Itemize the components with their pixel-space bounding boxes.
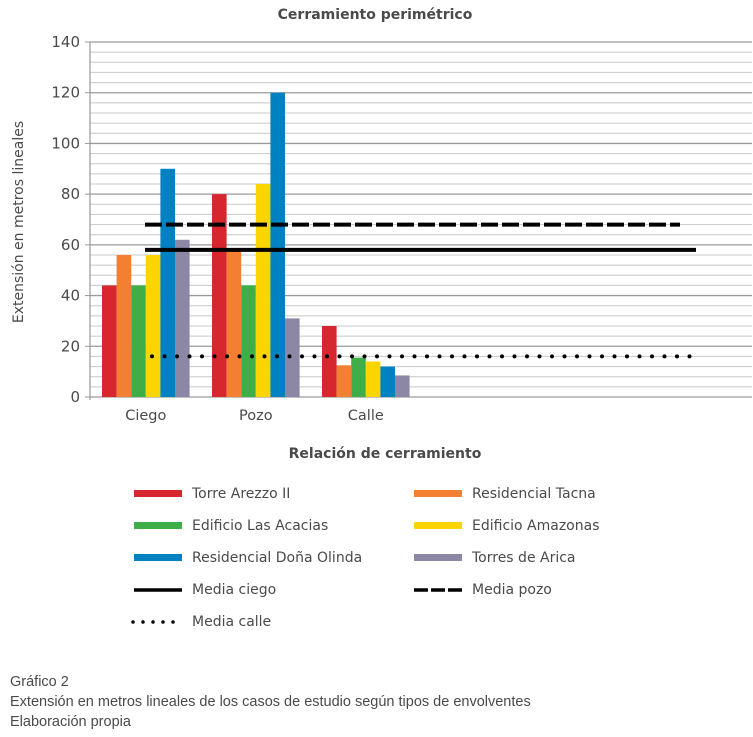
bar-pozo-3 <box>241 285 256 397</box>
legend-swatch <box>414 522 462 529</box>
bar-ciego-3 <box>131 285 146 397</box>
legend-swatch <box>134 554 182 561</box>
bar-ciego-6 <box>175 239 190 397</box>
legend-item: Torre Arezzo II <box>130 484 290 504</box>
legend-color-swatch <box>414 522 462 529</box>
y-tick-label: 100 <box>51 134 80 152</box>
legend-item: Media ciego <box>130 580 276 600</box>
bar-pozo-5 <box>270 92 285 397</box>
legend-item: Edificio Amazonas <box>410 516 600 536</box>
bar-ciego-4 <box>145 255 161 397</box>
y-tick-label: 140 <box>51 33 80 51</box>
legend-label: Media calle <box>192 614 272 630</box>
bars <box>102 92 410 397</box>
bar-chart: Cerramiento perimétrico 0 20 40 60 80 100 120 1… <box>11 7 752 462</box>
y-tick-label: 20 <box>61 337 80 355</box>
figure-source: Elaboración propia <box>10 714 131 730</box>
legend-swatch <box>134 522 182 529</box>
bar-ciego-2 <box>116 255 132 397</box>
bar-calle-4 <box>365 361 381 397</box>
legend-color-swatch <box>134 522 182 529</box>
legend-swatch <box>134 588 182 592</box>
legend-item: Media pozo <box>410 580 552 600</box>
legend-label: Edificio Las Acacias <box>192 518 329 534</box>
legend-label: Media pozo <box>472 582 552 598</box>
x-axis-ticks: Ciego Pozo Calle <box>125 408 384 424</box>
x-tick-label: Calle <box>348 408 384 424</box>
bar-pozo-1 <box>212 194 227 397</box>
legend-item: Torres de Arica <box>410 548 576 568</box>
bar-calle-5 <box>380 366 395 397</box>
bar-pozo-6 <box>285 318 300 397</box>
y-tick-label: 0 <box>70 388 80 406</box>
y-axis-label: Extensión en metros lineales <box>11 121 27 323</box>
x-axis-label: Relación de cerramiento <box>289 446 482 462</box>
legend-label: Media ciego <box>192 582 277 598</box>
figure-description: Extensión en metros lineales de los caso… <box>10 694 531 710</box>
bar-ciego-5 <box>160 168 175 397</box>
legend-item: Residencial Doña Olinda <box>130 548 362 568</box>
chart-title: Cerramiento perimétrico <box>278 7 473 23</box>
figure-label: Gráfico 2 <box>10 674 69 690</box>
legend-label: Torres de Arica <box>472 550 576 566</box>
x-tick-label: Pozo <box>239 408 273 424</box>
legend-swatch <box>414 490 462 497</box>
legend-label: Torre Arezzo II <box>192 486 291 502</box>
legend-item: Edificio Las Acacias <box>130 516 328 536</box>
bar-pozo-4 <box>255 184 271 397</box>
legend-item: Media calle <box>130 612 271 632</box>
legend-color-swatch <box>134 490 182 497</box>
x-tick-label: Ciego <box>125 408 166 424</box>
y-axis-ticks: 0 20 40 60 80 100 120 140 <box>51 33 90 406</box>
legend-color-swatch <box>134 554 182 561</box>
y-tick-label: 120 <box>51 84 80 102</box>
bar-ciego-1 <box>102 285 117 397</box>
legend-label: Residencial Tacna <box>472 486 596 502</box>
bar-calle-6 <box>395 375 410 397</box>
legend-label: Residencial Doña Olinda <box>192 550 363 566</box>
y-tick-label: 40 <box>61 287 80 305</box>
legend-swatch <box>414 588 462 592</box>
legend-swatch <box>134 490 182 497</box>
bar-pozo-2 <box>226 249 242 397</box>
figure-caption: Gráfico 2 Extensión en metros lineales d… <box>10 672 531 732</box>
legend-item: Residencial Tacna <box>410 484 596 504</box>
legend-color-swatch <box>414 554 462 561</box>
bar-calle-1 <box>322 326 337 397</box>
legend-swatch <box>414 554 462 561</box>
legend-label: Edificio Amazonas <box>472 518 600 534</box>
legend-color-swatch <box>414 490 462 497</box>
bar-calle-2 <box>336 365 352 397</box>
reference-lines <box>145 222 696 359</box>
legend-swatch <box>131 620 182 624</box>
y-tick-label: 60 <box>61 236 80 254</box>
bar-calle-3 <box>351 357 366 397</box>
y-tick-label: 80 <box>61 185 80 203</box>
